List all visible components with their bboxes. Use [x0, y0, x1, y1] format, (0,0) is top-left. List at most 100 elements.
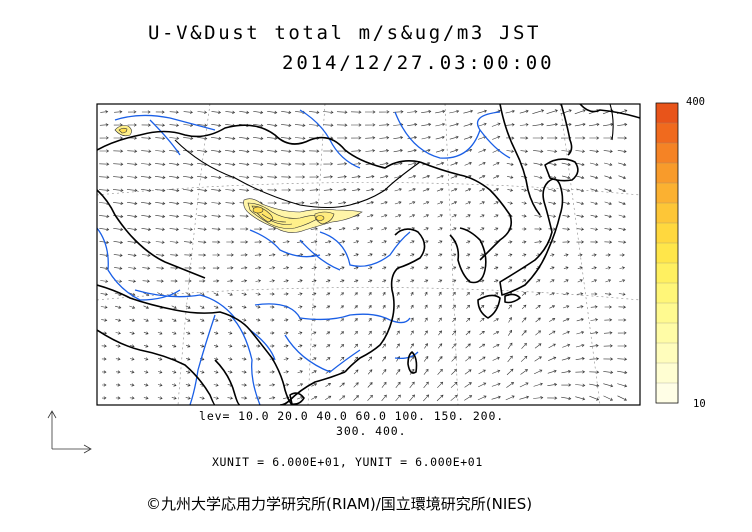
wind-vector	[211, 175, 222, 180]
wind-vector	[493, 201, 499, 205]
wind-vector	[127, 175, 138, 179]
wind-vector	[532, 109, 545, 114]
wind-vector	[618, 318, 627, 322]
wind-vector	[491, 395, 501, 400]
wind-vector	[423, 355, 429, 362]
wind-vector	[465, 330, 471, 336]
wind-vector	[183, 188, 194, 193]
wind-vector	[577, 266, 583, 270]
wind-vector	[393, 136, 404, 140]
colorbar-band	[655, 222, 679, 244]
wind-vector	[563, 305, 570, 309]
wind-vector	[505, 123, 515, 127]
colorbar-band	[655, 262, 679, 284]
wind-vector	[225, 162, 236, 167]
wind-vector	[423, 253, 429, 257]
wind-vector	[437, 381, 444, 389]
wind-vector	[382, 343, 386, 349]
wind-vector	[450, 188, 458, 192]
wind-vector	[422, 174, 431, 179]
wind-vector	[549, 253, 555, 257]
wind-vector	[340, 292, 345, 296]
wind-vector	[590, 240, 599, 244]
wind-vector	[241, 266, 248, 270]
wind-vector	[127, 240, 137, 244]
wind-vector	[492, 343, 500, 348]
wind-vector	[156, 279, 164, 283]
wind-vector	[325, 266, 331, 270]
wind-vector	[337, 175, 347, 179]
wind-vector	[297, 266, 303, 270]
wind-vector	[212, 266, 220, 270]
wind-vector	[381, 369, 387, 375]
wind-vector	[617, 357, 628, 361]
wind-vector	[199, 396, 205, 400]
wind-vector	[170, 279, 178, 283]
wind-vector	[141, 136, 152, 140]
wind-vector	[129, 370, 135, 374]
wind-vector	[547, 396, 558, 400]
wind-vector	[618, 201, 626, 206]
wind-vector	[379, 161, 389, 166]
wind-vector	[240, 227, 249, 231]
wind-vector	[298, 331, 303, 335]
wind-vector	[407, 122, 418, 127]
wind-vector	[101, 344, 107, 348]
wind-vector	[129, 396, 135, 400]
wind-vector	[407, 110, 418, 114]
wind-vector	[239, 188, 250, 192]
wind-vector	[115, 383, 121, 387]
wind-vector	[520, 355, 528, 362]
wind-vector	[520, 149, 529, 153]
map-panel	[97, 104, 640, 405]
wind-vector	[381, 214, 388, 218]
map-frame	[96, 103, 641, 406]
wind-vector	[155, 110, 165, 114]
wind-vector	[562, 175, 571, 180]
wind-vector-field	[98, 109, 628, 402]
wind-vector	[424, 343, 428, 349]
wind-vector	[155, 214, 166, 219]
wind-vector	[253, 110, 264, 115]
wind-vector	[169, 201, 180, 206]
wind-vector	[522, 253, 527, 257]
wind-vector	[507, 355, 513, 363]
wind-vector	[479, 201, 485, 205]
wind-vector	[451, 214, 457, 218]
wind-vector	[590, 201, 598, 205]
wind-vector	[368, 317, 372, 322]
wind-vector	[326, 292, 331, 296]
wind-vector	[618, 175, 627, 180]
wind-vector	[521, 292, 527, 296]
wind-vector	[396, 291, 400, 296]
wind-vector	[241, 396, 248, 400]
wind-vector	[562, 227, 571, 231]
wind-vector	[382, 356, 387, 362]
wind-vector	[352, 188, 361, 192]
wind-vector	[506, 162, 514, 166]
wind-vector	[183, 123, 194, 127]
wind-vector	[507, 240, 513, 244]
wind-vector	[141, 110, 151, 114]
wind-vector	[226, 253, 234, 257]
wind-vector	[465, 240, 471, 244]
wind-vector	[521, 317, 527, 323]
wind-vector	[591, 253, 597, 257]
wind-vector	[227, 357, 233, 361]
wind-vector	[340, 318, 345, 322]
wind-vector	[213, 331, 219, 335]
wind-vector	[407, 148, 417, 153]
wind-vector	[169, 188, 180, 193]
wind-vector	[113, 162, 124, 166]
wind-vector	[353, 356, 359, 362]
wind-vector	[240, 240, 249, 244]
wind-vector	[520, 136, 529, 140]
wind-vector	[424, 304, 428, 310]
wind-vector	[465, 317, 471, 323]
wind-vector	[354, 343, 358, 348]
wind-vector	[519, 109, 529, 114]
wind-vector	[479, 227, 485, 231]
wind-vector	[169, 227, 179, 231]
wind-vector	[452, 266, 457, 270]
wind-vector	[521, 214, 527, 218]
